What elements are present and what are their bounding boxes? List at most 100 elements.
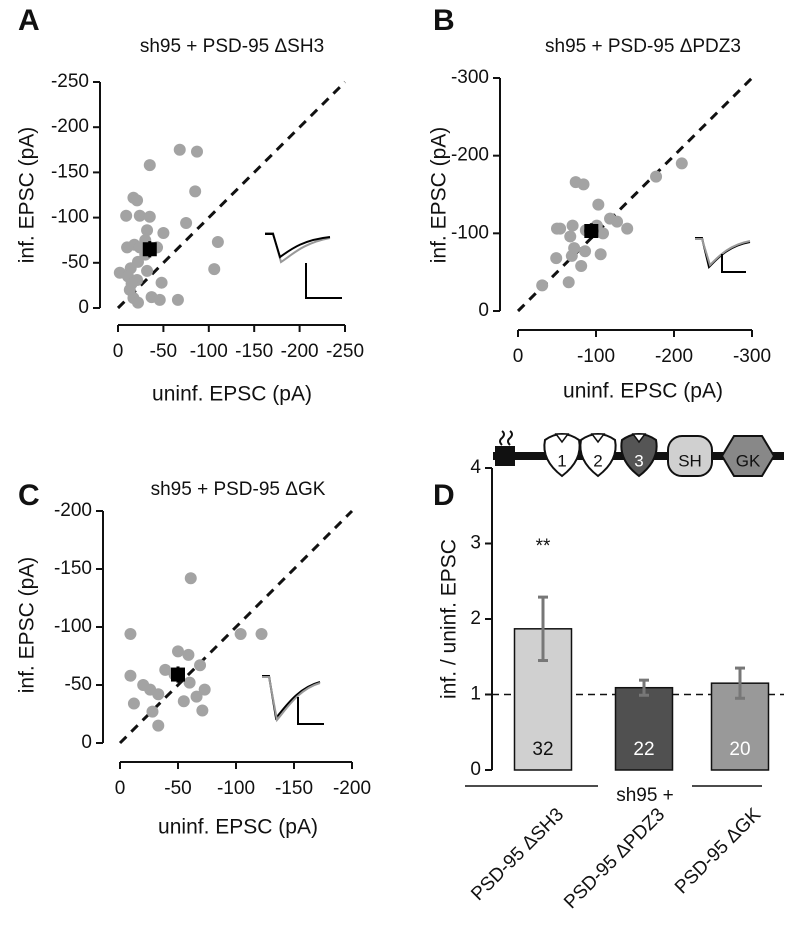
y-tick-label: -100 — [451, 222, 489, 243]
y-tick-label: -250 — [51, 71, 89, 92]
data-point — [124, 669, 137, 682]
x-tick-label: 0 — [513, 346, 524, 367]
data-point — [157, 226, 170, 239]
data-point — [184, 572, 197, 585]
x-tick-label: -250 — [326, 341, 364, 362]
data-point — [621, 222, 634, 235]
y-tick-label: 0 — [478, 300, 489, 321]
data-point — [194, 659, 207, 672]
panel-label: A — [18, 4, 40, 37]
unity-line — [116, 80, 347, 310]
data-point — [146, 705, 159, 718]
domain-schematic — [493, 430, 784, 478]
y-tick-label: -150 — [54, 558, 92, 579]
unity-line — [516, 76, 754, 313]
panel-label: B — [433, 4, 455, 37]
x-tick-label: -150 — [275, 778, 313, 799]
x-tick-label: -200 — [281, 341, 319, 362]
data-point — [124, 627, 137, 640]
data-point — [152, 719, 165, 732]
data-point — [579, 245, 592, 258]
y-tick-label: -200 — [451, 145, 489, 166]
data-point — [234, 627, 247, 640]
chart-title: sh95 + PSD-95 ΔGK — [151, 479, 326, 500]
mean-point — [584, 224, 599, 239]
data-point — [255, 627, 268, 640]
data-point — [153, 293, 166, 306]
data-point — [575, 259, 588, 272]
data-point — [131, 296, 144, 309]
y-tick-label: 0 — [78, 297, 89, 318]
x-tick-label: -200 — [655, 346, 693, 367]
data-point — [611, 215, 624, 228]
mean-point — [171, 667, 185, 682]
x-tick-label: PSD-95 ΔGK — [671, 804, 765, 898]
x-tick-label: -100 — [577, 346, 615, 367]
data-point — [141, 264, 154, 277]
chart-title: sh95 + PSD-95 ΔSH3 — [140, 36, 324, 57]
x-tick-label: -300 — [733, 346, 771, 367]
data-point — [594, 248, 607, 261]
panel-label: D — [433, 479, 455, 512]
domain-label: 3 — [634, 451, 643, 470]
y-tick-label: -300 — [451, 67, 489, 88]
data-point — [159, 663, 172, 676]
inset-c — [262, 675, 324, 725]
y-tick-label: -150 — [51, 161, 89, 182]
bar — [614, 686, 674, 771]
data-point — [568, 242, 581, 255]
y-tick-label: 0 — [81, 732, 92, 753]
inset-a — [265, 232, 342, 299]
y-tick-label: -200 — [54, 500, 92, 521]
data-point — [597, 227, 610, 240]
y-tick-label: -50 — [62, 252, 89, 273]
data-point — [562, 276, 575, 289]
domain-label: 1 — [557, 451, 566, 470]
data-point — [121, 241, 134, 254]
data-point — [177, 695, 190, 708]
x-tick-label: -100 — [217, 778, 255, 799]
data-point — [127, 697, 140, 710]
y-tick-label: 2 — [470, 608, 481, 629]
data-point — [171, 293, 184, 306]
x-tick-label: -200 — [333, 778, 371, 799]
x-tick-label: -150 — [235, 341, 273, 362]
data-point — [131, 194, 144, 207]
mean-point — [142, 242, 157, 257]
x-axis-label: uninf. EPSC (pA) — [152, 383, 312, 406]
data-point — [143, 210, 156, 223]
n-label: 20 — [729, 739, 750, 760]
y-axis-label: inf. / uninf. EPSC — [438, 539, 461, 699]
y-axis-label: inf. EPSC (pA) — [428, 127, 451, 264]
n-label: 22 — [633, 739, 654, 760]
data-point — [173, 143, 186, 156]
y-tick-label: 0 — [470, 759, 481, 780]
x-axis-label: uninf. EPSC (pA) — [563, 380, 723, 403]
data-point — [120, 209, 133, 222]
data-point — [551, 222, 563, 235]
data-point — [190, 690, 203, 703]
x-tick-label: -50 — [150, 341, 177, 362]
y-tick-label: -100 — [54, 616, 92, 637]
data-point — [198, 683, 211, 696]
domain-label: SH — [678, 451, 702, 470]
domain-label: 2 — [593, 451, 602, 470]
data-point — [190, 145, 203, 158]
n-label: 32 — [532, 739, 553, 760]
x-tick-label: 0 — [113, 341, 124, 362]
data-point — [566, 219, 579, 232]
data-point — [550, 252, 563, 265]
data-point — [189, 185, 202, 198]
significance-label: ** — [536, 536, 551, 557]
data-point — [536, 279, 549, 292]
data-point — [208, 263, 221, 276]
y-axis-label: inf. EPSC (pA) — [16, 557, 39, 694]
panel-label: C — [18, 479, 40, 512]
x-tick-label: PSD-95 ΔSH3 — [467, 804, 568, 905]
y-tick-label: 1 — [470, 684, 481, 705]
unity-line — [118, 509, 354, 745]
data-point — [172, 645, 184, 658]
data-point — [592, 198, 605, 211]
data-point — [183, 676, 196, 689]
